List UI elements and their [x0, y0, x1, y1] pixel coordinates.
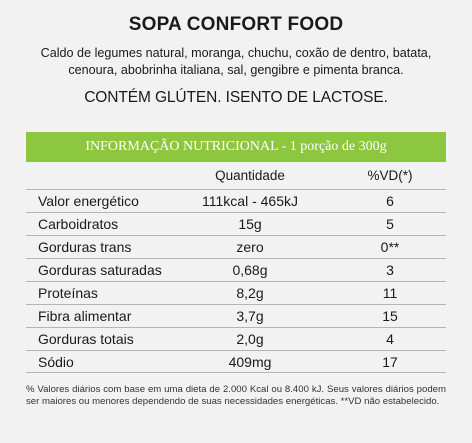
nutrient-vd: 15 [382, 308, 398, 324]
nutrient-vd: 5 [386, 216, 394, 232]
table-row: Carboidratos 15g 5 [26, 212, 446, 235]
table-row: Sódio 409mg 17 [26, 350, 446, 373]
nutrition-table: Valor energético 111kcal - 465kJ 6 Carbo… [26, 189, 446, 373]
nutrition-header: INFORMAÇÃO NUTRICIONAL - 1 porção de 300… [26, 132, 446, 162]
column-header-quantity: Quantidade [215, 168, 285, 183]
footnote: % Valores diários com base em uma dieta … [26, 384, 446, 407]
nutrient-quantity: zero [236, 239, 264, 255]
nutrient-quantity: 8,2g [236, 285, 264, 301]
nutrient-name: Fibra alimentar [38, 308, 132, 324]
nutrient-quantity: 3,7g [236, 308, 264, 324]
allergen-warning: CONTÉM GLÚTEN. ISENTO DE LACTOSE. [84, 89, 388, 106]
nutrient-quantity: 111kcal - 465kJ [202, 193, 298, 209]
table-row: Valor energético 111kcal - 465kJ 6 [26, 189, 446, 212]
nutrient-quantity: 2,0g [236, 331, 264, 347]
table-row: Gorduras totais 2,0g 4 [26, 327, 446, 350]
product-title: SOPA CONFORT FOOD [128, 14, 344, 35]
nutrient-name: Gorduras trans [38, 239, 132, 255]
nutrient-name: Proteínas [38, 285, 98, 301]
ingredients-line-1: Caldo de legumes natural, moranga, chuch… [40, 46, 432, 60]
ingredients-text: Caldo de legumes natural, moranga, chuch… [10, 45, 462, 79]
nutrient-vd: 0** [380, 239, 400, 255]
table-row: Gorduras trans zero 0** [26, 235, 446, 258]
ingredients-line-2: cenoura, abobrinha italiana, sal, gengib… [68, 63, 404, 77]
nutrient-vd: 17 [382, 354, 398, 370]
table-row: Proteínas 8,2g 11 [26, 281, 446, 304]
nutrient-quantity: 0,68g [232, 262, 268, 278]
nutrient-vd: 11 [382, 285, 398, 301]
nutrient-name: Valor energético [38, 193, 139, 209]
column-header-vd: %VD(*) [367, 168, 413, 183]
nutrient-name: Gorduras saturadas [38, 262, 162, 278]
table-row: Gorduras saturadas 0,68g 3 [26, 258, 446, 281]
nutrient-quantity: 409mg [228, 354, 272, 370]
table-row: Fibra alimentar 3,7g 15 [26, 304, 446, 327]
nutrient-name: Sódio [38, 354, 74, 370]
nutrient-vd: 6 [386, 193, 394, 209]
nutrient-vd: 4 [386, 331, 394, 347]
nutrient-name: Carboidratos [38, 216, 119, 232]
nutrient-vd: 3 [386, 262, 394, 278]
nutrient-name: Gorduras totais [38, 331, 134, 347]
nutrient-quantity: 15g [238, 216, 262, 232]
